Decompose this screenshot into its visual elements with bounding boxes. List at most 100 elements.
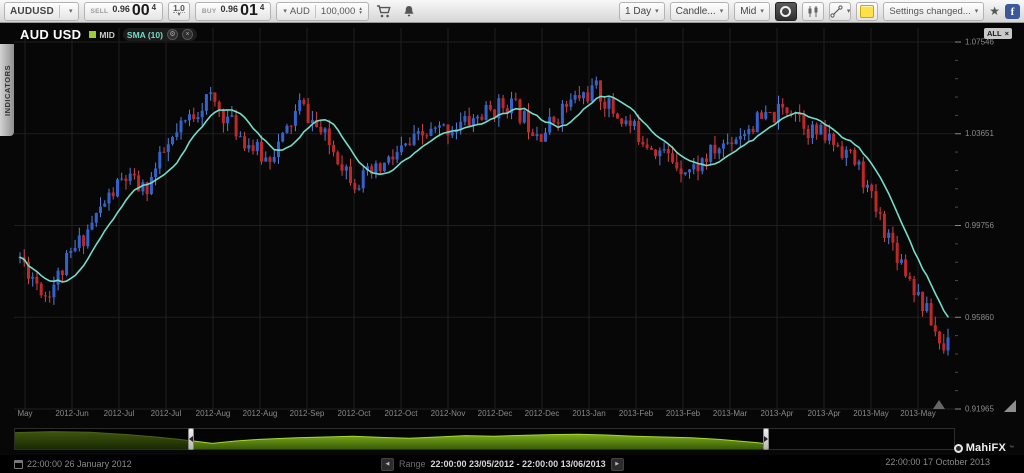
- indicators-tab-label: INDICATORS: [2, 64, 12, 116]
- alerts-button[interactable]: [399, 3, 419, 20]
- mahifx-logo: MahiFX ™: [953, 442, 1014, 454]
- chart-style-select[interactable]: Candle... ▾: [669, 1, 730, 21]
- x-axis-label: May: [17, 409, 32, 418]
- sell-button[interactable]: SELL 0.96 00 4: [83, 1, 164, 21]
- x-axis-label: 2012-Nov: [431, 409, 466, 418]
- chevron-down-icon[interactable]: ▾: [283, 7, 287, 15]
- x-axis-label: 2012-Jul: [104, 409, 135, 418]
- step-up-icon[interactable]: ▴: [359, 6, 363, 12]
- navigator-right-handle[interactable]: [763, 428, 770, 450]
- buy-label: BUY: [201, 7, 217, 15]
- navigator-canvas: [15, 429, 768, 449]
- resize-grip[interactable]: [1004, 400, 1016, 412]
- navigator-left-handle[interactable]: [188, 428, 195, 450]
- spread-box[interactable]: 1.0 ▾: [168, 1, 190, 21]
- data-end-time: 22:00:00 17 October 2013: [885, 457, 990, 467]
- camera-icon: [780, 5, 792, 17]
- amount-input[interactable]: 100,000: [320, 5, 356, 17]
- x-axis-label: 2012-Dec: [525, 409, 560, 418]
- x-axis-label: 2013-Apr: [808, 409, 841, 418]
- settings-dropdown[interactable]: Settings changed... ▾: [883, 1, 985, 21]
- chevron-down-icon: ▾: [177, 12, 181, 18]
- x-axis-label: 2013-May: [853, 409, 889, 418]
- y-axis-label: 1.03651: [965, 129, 994, 138]
- symbol-label: AUDUSD: [10, 5, 54, 17]
- divider: [314, 4, 316, 18]
- x-axis-label: 2012-Aug: [196, 409, 231, 418]
- order-controls: AUDUSD ▾ SELL 0.96 00 4 1.0 ▾ BUY 0.96 0…: [4, 1, 419, 21]
- facebook-button[interactable]: f: [1005, 3, 1020, 19]
- cart-icon: [377, 4, 391, 17]
- buy-price-big: 01: [240, 2, 258, 19]
- x-axis-label: 2013-May: [900, 409, 936, 418]
- sma-label: SMA (10): [126, 29, 163, 40]
- price-chart-canvas[interactable]: May 2012-Jun 2012-Jul 2012-Jul 2012-Aug 2012-…: [14, 24, 1024, 424]
- gear-icon: ⚙: [169, 31, 176, 38]
- currency-select[interactable]: AUD: [289, 5, 310, 17]
- period-label: 1 Day: [625, 5, 652, 17]
- y-axis-label: 0.91965: [965, 405, 994, 414]
- x-axis-label: 2012-Sep: [290, 409, 325, 418]
- sma-legend: SMA (10) ⚙ ×: [122, 28, 197, 41]
- chevron-down-icon: ▾: [760, 7, 764, 15]
- period-select[interactable]: 1 Day ▾: [619, 1, 665, 21]
- symbol-select[interactable]: AUDUSD ▾: [4, 1, 79, 21]
- chevron-left-icon: [189, 436, 194, 442]
- price-mode-select[interactable]: Mid ▾: [734, 1, 770, 21]
- x-axis-label: 2013-Jan: [572, 409, 605, 418]
- x-axis-label: 2012-Aug: [243, 409, 278, 418]
- chart-controls: 1 Day ▾ Candle... ▾ Mid ▾: [619, 1, 1020, 21]
- mid-label: MID: [99, 29, 115, 40]
- indicators-tab[interactable]: INDICATORS: [0, 44, 14, 136]
- chevron-right-icon: [764, 436, 769, 442]
- currency-amount-group: ▾ AUD 100,000 ▴ ▾: [276, 1, 370, 21]
- chart-style-label: Candle...: [675, 5, 716, 17]
- cart-button[interactable]: [374, 3, 394, 20]
- calendar-icon: [14, 459, 23, 469]
- close-icon: ×: [185, 31, 190, 38]
- close-icon: ×: [1004, 29, 1009, 38]
- legend-mid: MID: [89, 30, 115, 40]
- x-axis-label: 2013-Mar: [713, 409, 748, 418]
- chevron-down-icon: ▾: [655, 7, 659, 15]
- draw-tools-button[interactable]: ▾: [828, 1, 852, 21]
- status-bar: 22:00:00 26 January 2012 ◀ Range 22:00:0…: [0, 455, 1024, 473]
- amount-stepper[interactable]: ▴ ▾: [359, 6, 363, 16]
- step-down-icon[interactable]: ▾: [359, 10, 363, 16]
- sell-price-small: 0.96: [112, 4, 130, 14]
- color-swatch-button[interactable]: [856, 1, 879, 21]
- favorite-star-button[interactable]: ★: [989, 4, 1000, 18]
- x-axis-label: 2013-Feb: [619, 409, 654, 418]
- sell-price-pip: 4: [151, 2, 157, 12]
- sell-price-big: 00: [131, 2, 150, 19]
- chart-header: AUD USD MID SMA (10) ⚙ ×: [20, 27, 197, 42]
- range-label: Range: [398, 459, 426, 469]
- data-start: 22:00:00 26 January 2012: [14, 459, 132, 469]
- sma-remove-button[interactable]: ×: [181, 29, 193, 40]
- range-value: 22:00:00 23/05/2012 - 22:00:00 13/06/201…: [430, 459, 606, 469]
- chevron-down-icon: ▾: [974, 7, 979, 15]
- buy-button[interactable]: BUY 0.96 01 4: [194, 1, 272, 21]
- snapshot-button[interactable]: [774, 1, 797, 21]
- buy-price-small: 0.96: [220, 4, 239, 14]
- bell-icon: [404, 5, 414, 16]
- y-axis-label: 0.99756: [965, 221, 994, 230]
- y-axis-label: 1.07546: [965, 38, 994, 47]
- spread-value: 1.0: [173, 3, 185, 13]
- range-back-button[interactable]: ◀: [380, 457, 394, 471]
- candlestick-chart-icon: [808, 5, 818, 17]
- x-axis-label: 2013-Feb: [666, 409, 701, 418]
- chart-title: AUD USD: [20, 27, 82, 42]
- data-start-time: 22:00:00 26 January 2012: [27, 459, 132, 469]
- range-forward-button[interactable]: ▶: [610, 457, 624, 471]
- x-axis-label: 2012-Oct: [385, 409, 419, 418]
- sma-settings-button[interactable]: ⚙: [166, 29, 178, 40]
- mid-swatch-icon: [89, 31, 97, 38]
- settings-status: Settings changed...: [889, 5, 971, 17]
- sell-label: SELL: [90, 7, 109, 15]
- range-display: ◀ Range 22:00:00 23/05/2012 - 22:00:00 1…: [380, 457, 624, 471]
- compare-charts-button[interactable]: [801, 1, 824, 21]
- range-navigator[interactable]: [14, 428, 955, 450]
- all-range-badge[interactable]: ALL ×: [984, 28, 1012, 39]
